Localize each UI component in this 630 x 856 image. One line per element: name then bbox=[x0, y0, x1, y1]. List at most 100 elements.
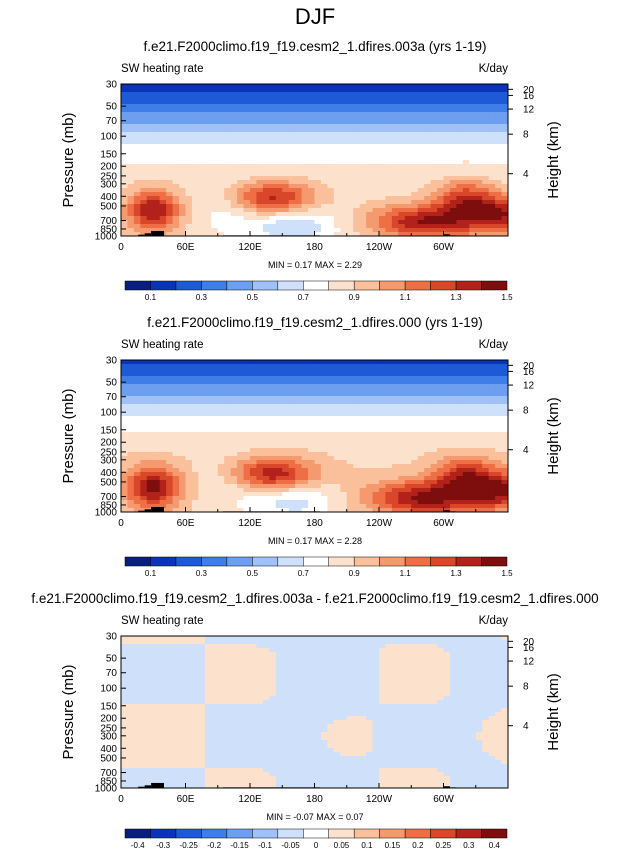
heatmap-cell bbox=[276, 408, 283, 413]
heatmap-cell bbox=[289, 440, 296, 445]
heatmap-cell bbox=[360, 180, 367, 185]
heatmap-cell bbox=[134, 728, 141, 733]
heatmap-cell bbox=[450, 388, 457, 393]
heatmap-cell bbox=[398, 104, 405, 109]
heatmap-cell bbox=[140, 212, 147, 217]
heatmap-cell bbox=[334, 152, 341, 157]
heatmap-cell bbox=[482, 192, 489, 197]
heatmap-cell bbox=[308, 156, 315, 161]
heatmap-cell bbox=[418, 140, 425, 145]
heatmap-cell bbox=[192, 476, 199, 481]
heatmap-cell bbox=[205, 448, 212, 453]
heatmap-cell bbox=[244, 188, 251, 193]
heatmap-cell bbox=[173, 228, 180, 233]
heatmap-cell bbox=[495, 436, 502, 441]
heatmap-cell bbox=[127, 744, 134, 749]
heatmap-cell bbox=[366, 176, 373, 181]
heatmap-cell bbox=[198, 92, 205, 97]
heatmap-cell bbox=[218, 444, 225, 449]
heatmap-cell bbox=[205, 192, 212, 197]
heatmap-cell bbox=[418, 372, 425, 377]
heatmap-cell bbox=[237, 456, 244, 461]
heatmap-cell bbox=[256, 504, 263, 509]
heatmap-cell bbox=[282, 128, 289, 133]
heatmap-cell bbox=[121, 368, 128, 373]
heatmap-cell bbox=[205, 368, 212, 373]
heatmap-cell bbox=[392, 208, 399, 213]
heatmap-cell bbox=[205, 88, 212, 93]
heatmap-cell bbox=[192, 436, 199, 441]
heatmap-cell bbox=[373, 400, 380, 405]
colorbar-label: 0.3 bbox=[196, 569, 208, 578]
heatmap-cell bbox=[327, 376, 334, 381]
heatmap-cell bbox=[276, 460, 283, 465]
heatmap-cell bbox=[340, 160, 347, 165]
heatmap-cell bbox=[160, 440, 167, 445]
heatmap-cell bbox=[153, 664, 160, 669]
heatmap-cell bbox=[315, 368, 322, 373]
heatmap-cell bbox=[218, 160, 225, 165]
heatmap-cell bbox=[489, 208, 496, 213]
heatmap-cell bbox=[360, 84, 367, 89]
heatmap-cell bbox=[256, 216, 263, 221]
heatmap-cell bbox=[218, 496, 225, 501]
y-right-tick-label: 8 bbox=[523, 130, 529, 141]
heatmap-cell bbox=[489, 364, 496, 369]
heatmap-cell bbox=[476, 148, 483, 153]
heatmap-cell bbox=[244, 420, 251, 425]
heatmap-cell bbox=[321, 468, 328, 473]
heatmap-cell bbox=[198, 148, 205, 153]
heatmap-cell bbox=[276, 496, 283, 501]
heatmap-cell bbox=[495, 420, 502, 425]
heatmap-cell bbox=[127, 720, 134, 725]
heatmap-cell bbox=[276, 224, 283, 229]
heatmap-cell bbox=[160, 496, 167, 501]
heatmap-cell bbox=[340, 500, 347, 505]
heatmap-cell bbox=[334, 208, 341, 213]
heatmap-cell bbox=[360, 372, 367, 377]
heatmap-cell bbox=[321, 152, 328, 157]
heatmap-cell bbox=[334, 484, 341, 489]
heatmap-cell bbox=[127, 736, 134, 741]
heatmap-cell bbox=[147, 664, 154, 669]
heatmap-cell bbox=[198, 484, 205, 489]
heatmap-cell bbox=[237, 380, 244, 385]
heatmap-cell bbox=[269, 88, 276, 93]
heatmap-cell bbox=[127, 456, 134, 461]
heatmap-cell bbox=[334, 376, 341, 381]
heatmap-cell bbox=[373, 460, 380, 465]
heatmap-cell bbox=[237, 88, 244, 93]
heatmap-cell bbox=[134, 732, 141, 737]
heatmap-cell bbox=[315, 444, 322, 449]
heatmap-cell bbox=[289, 376, 296, 381]
heatmap-cell bbox=[373, 480, 380, 485]
heatmap-cell bbox=[327, 168, 334, 173]
heatmap-cell bbox=[495, 216, 502, 221]
heatmap-cell bbox=[482, 120, 489, 125]
heatmap-cell bbox=[289, 132, 296, 137]
heatmap-cell bbox=[134, 712, 141, 717]
heatmap-cell bbox=[385, 372, 392, 377]
heatmap-cell bbox=[121, 216, 128, 221]
heatmap-cell bbox=[321, 172, 328, 177]
heatmap-cell bbox=[347, 500, 354, 505]
heatmap-cell bbox=[173, 380, 180, 385]
heatmap-cell bbox=[127, 392, 134, 397]
heatmap-cell bbox=[121, 208, 128, 213]
heatmap-cell bbox=[256, 464, 263, 469]
heatmap-cell bbox=[476, 192, 483, 197]
heatmap-cell bbox=[308, 380, 315, 385]
heatmap-cell bbox=[211, 180, 218, 185]
heatmap-cell bbox=[379, 208, 386, 213]
heatmap-cell bbox=[385, 132, 392, 137]
heatmap-cell bbox=[134, 760, 141, 765]
heatmap-cell bbox=[424, 188, 431, 193]
heatmap-cell bbox=[418, 100, 425, 105]
heatmap-cell bbox=[476, 496, 483, 501]
heatmap-cell bbox=[392, 96, 399, 101]
heatmap-cell bbox=[282, 176, 289, 181]
heatmap-cell bbox=[308, 140, 315, 145]
heatmap-cell bbox=[360, 384, 367, 389]
heatmap-cell bbox=[127, 648, 134, 653]
heatmap-cell bbox=[211, 164, 218, 169]
